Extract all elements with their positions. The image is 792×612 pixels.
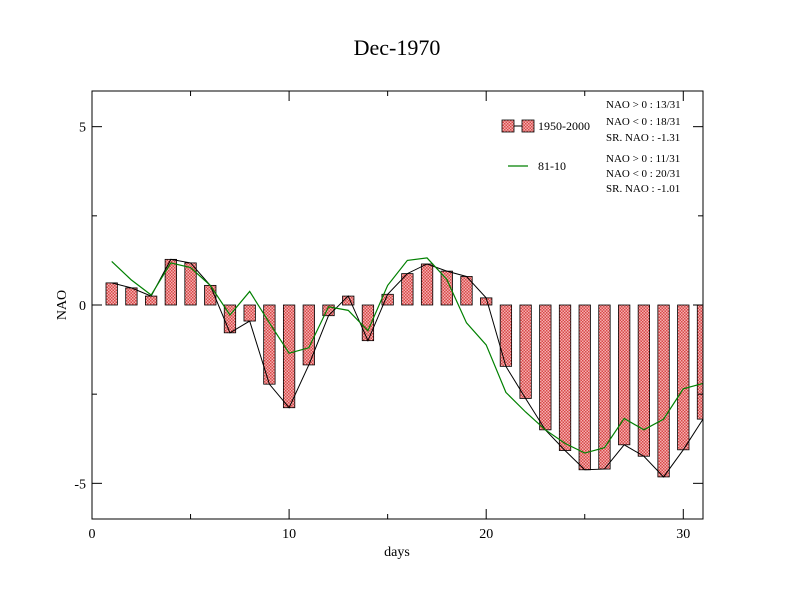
plot-content (105, 257, 704, 478)
x-tick-label: 20 (479, 527, 493, 542)
bar-day-29 (657, 304, 670, 478)
bar-day-22 (519, 304, 532, 399)
bar-day-5 (184, 262, 197, 306)
series-81-10-line (111, 257, 704, 454)
bar-day-24 (558, 304, 572, 451)
stats-1950-2000-negative: NAO < 0 : 18/31 (606, 116, 681, 128)
y-tick-label: 5 (79, 121, 86, 136)
bar-day-3 (145, 295, 158, 306)
stats-81-10-sr: SR. NAO : -1.01 (606, 183, 680, 195)
bar-day-10 (282, 304, 296, 409)
y-tick-label: -5 (74, 477, 86, 492)
stats-1950-2000-positive: NAO > 0 : 13/31 (606, 99, 681, 111)
bar-day-1 (105, 282, 118, 306)
stats-1950-2000-sr: SR. NAO : -1.31 (606, 132, 680, 144)
y-tick-label: 0 (79, 299, 86, 314)
axes: 0 10 20 30 -5 0 5 (74, 91, 703, 542)
legend-bar-swatch-right (521, 119, 535, 133)
bar-day-28 (637, 304, 650, 457)
bar-day-8 (243, 304, 256, 322)
stats-81-10-positive: NAO > 0 : 11/31 (606, 153, 680, 165)
bar-day-21 (499, 304, 513, 367)
legend: 1950-2000 81-10 NAO > 0 : 13/31 NAO < 0 … (501, 99, 681, 195)
bar-day-30 (677, 304, 690, 451)
bar-day-26 (598, 304, 611, 470)
bar-day-2 (125, 287, 138, 306)
chart-title: Dec-1970 (354, 35, 441, 60)
stats-81-10-negative: NAO < 0 : 20/31 (606, 168, 681, 180)
bar-day-23 (539, 304, 552, 431)
legend-label-1950-2000: 1950-2000 (538, 119, 590, 133)
bar-day-25 (578, 304, 591, 471)
bar-day-31 (696, 304, 704, 420)
legend-label-81-10: 81-10 (538, 159, 566, 173)
x-tick-label: 0 (89, 527, 96, 542)
legend-bar-swatch-left (501, 119, 515, 133)
bar-day-17 (420, 263, 434, 306)
x-axis-label: days (384, 545, 410, 560)
x-tick-label: 30 (676, 527, 690, 542)
y-axis-label: NAO (55, 290, 70, 320)
x-tick-label: 10 (282, 527, 296, 542)
